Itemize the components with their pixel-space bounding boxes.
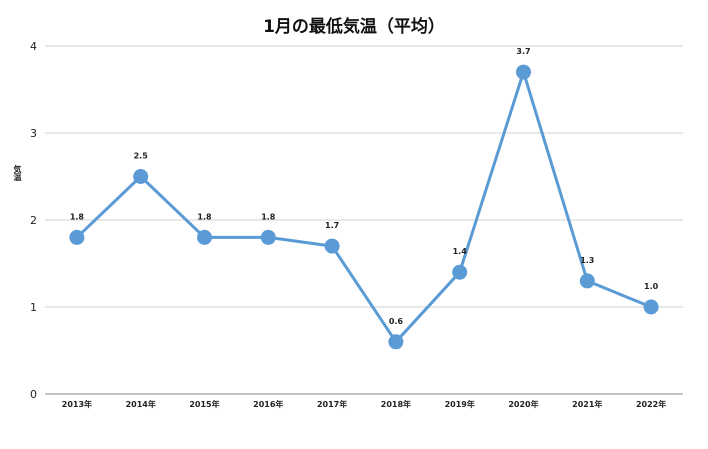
data-label: 0.6	[389, 317, 404, 326]
data-label: 1.4	[453, 247, 468, 256]
data-point	[643, 299, 659, 315]
data-point	[452, 264, 468, 280]
x-tick-label: 2019年	[445, 399, 475, 409]
y-tick-label: 0	[30, 388, 37, 401]
x-tick-label: 2022年	[636, 399, 666, 409]
y-axis-label: 気温	[13, 165, 22, 181]
y-tick-label: 1	[30, 301, 37, 314]
series-layer	[69, 64, 659, 350]
data-label: 1.8	[197, 212, 212, 221]
x-tick-label: 2018年	[381, 399, 411, 409]
x-tick-label: 2017年	[317, 399, 347, 409]
data-label: 1.7	[325, 221, 339, 230]
data-point	[516, 64, 531, 80]
chart-title: 1月の最低気温（平均）	[263, 17, 445, 37]
labels-layer: 0 1 2 3 4 2013年 2014年 2015年 2016年 2017年 2018年 2019年…	[30, 40, 666, 409]
x-tick-label: 2021年	[572, 399, 602, 409]
y-tick-label: 4	[30, 40, 37, 53]
x-tick-label: 2014年	[126, 399, 156, 409]
data-point	[260, 229, 276, 245]
gridlines	[45, 45, 683, 308]
data-label: 1.8	[70, 212, 85, 221]
data-label: 2.5	[134, 152, 149, 161]
data-point	[579, 273, 595, 289]
data-point	[197, 229, 212, 245]
data-label: 1.3	[580, 256, 594, 265]
data-point	[324, 238, 340, 254]
data-label: 3.7	[516, 47, 530, 56]
data-point	[69, 229, 85, 245]
x-tick-label: 2015年	[189, 399, 219, 409]
data-point	[133, 169, 149, 184]
y-tick-label: 3	[30, 127, 37, 140]
y-tick-label: 2	[30, 214, 37, 227]
x-tick-label: 2013年	[62, 399, 92, 409]
x-tick-label: 2016年	[253, 399, 283, 409]
data-label: 1.0	[644, 282, 659, 291]
series-line	[75, 70, 652, 344]
data-point	[388, 334, 404, 350]
x-tick-label: 2020年	[508, 399, 538, 409]
data-label: 1.8	[261, 212, 276, 221]
